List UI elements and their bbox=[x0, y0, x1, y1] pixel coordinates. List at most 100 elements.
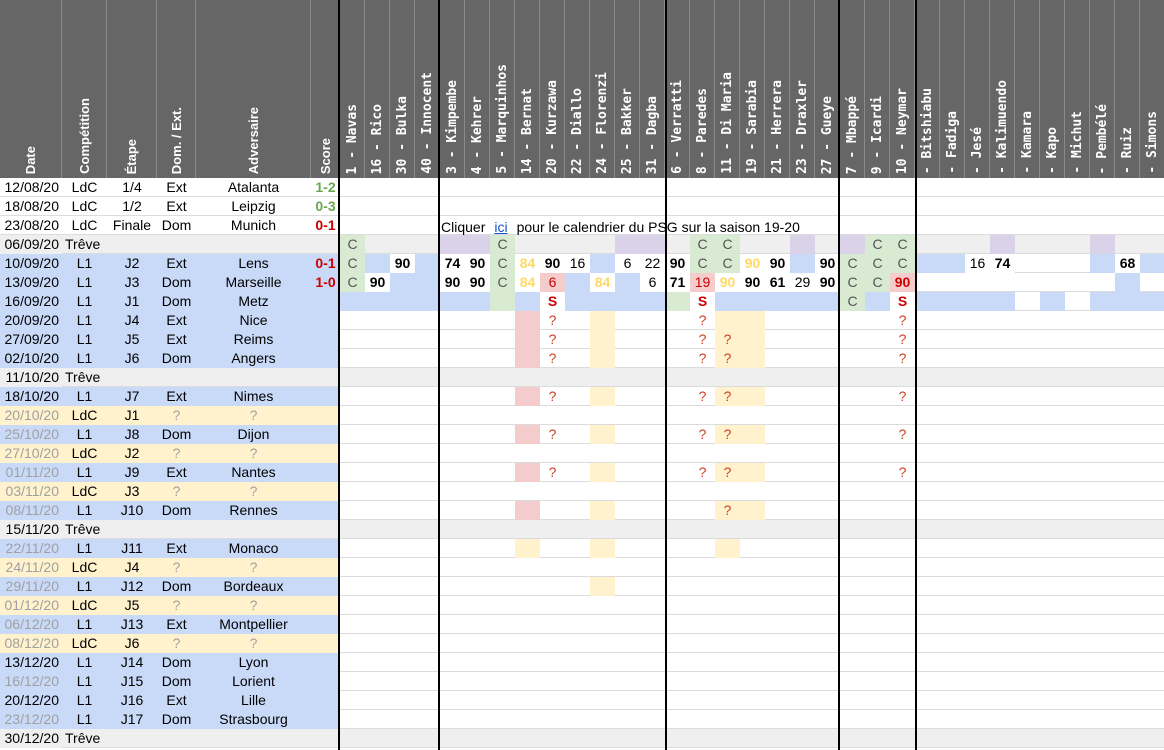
match-score-cell[interactable]: 1-0 bbox=[311, 273, 340, 292]
match-comp-cell[interactable]: L1 bbox=[62, 254, 107, 273]
player-match-cell[interactable] bbox=[990, 292, 1015, 311]
match-date-cell[interactable]: 23/12/20 bbox=[0, 710, 62, 729]
match-stage-cell[interactable]: J13 bbox=[107, 615, 157, 634]
match-score-cell[interactable] bbox=[311, 368, 340, 387]
player-match-cell[interactable]: ? bbox=[898, 331, 907, 347]
player-match-cell[interactable]: C bbox=[715, 254, 740, 273]
match-date-cell[interactable]: 23/08/20 bbox=[4, 217, 60, 233]
player-match-cell[interactable]: C bbox=[690, 235, 715, 254]
player-header[interactable]: 1 - Navas bbox=[340, 0, 365, 178]
player-match-cell[interactable] bbox=[715, 292, 740, 311]
player-match-cell[interactable] bbox=[815, 292, 840, 311]
table-row[interactable] bbox=[0, 520, 1164, 539]
player-match-cell[interactable] bbox=[515, 292, 540, 311]
match-comp-cell[interactable]: LdC bbox=[71, 179, 98, 195]
match-venue-cell[interactable]: Dom bbox=[157, 501, 196, 520]
match-comp-cell[interactable]: LdC bbox=[71, 198, 98, 214]
match-venue-cell[interactable]: Dom bbox=[157, 653, 196, 672]
player-match-cell[interactable]: ? bbox=[898, 426, 907, 442]
player-match-cell[interactable]: ? bbox=[698, 350, 707, 366]
match-opponent-cell[interactable]: ? bbox=[196, 634, 311, 653]
player-header[interactable]: - Jesé bbox=[965, 0, 990, 178]
player-match-cell[interactable]: ? bbox=[548, 331, 557, 347]
match-score-cell[interactable] bbox=[311, 425, 340, 444]
match-stage-cell[interactable]: J2 bbox=[107, 444, 157, 463]
match-score-cell[interactable]: 0-3 bbox=[315, 198, 336, 214]
player-match-cell[interactable]: ? bbox=[715, 425, 740, 444]
player-header[interactable]: - Ruiz bbox=[1115, 0, 1140, 178]
match-stage-cell[interactable]: J17 bbox=[107, 710, 157, 729]
match-date-cell[interactable]: 22/11/20 bbox=[0, 539, 62, 558]
match-venue-cell[interactable]: ? bbox=[157, 482, 196, 501]
player-match-cell[interactable]: S bbox=[890, 292, 915, 311]
player-match-cell[interactable]: 90 bbox=[465, 254, 490, 273]
player-match-cell[interactable]: C bbox=[490, 254, 515, 273]
player-header[interactable]: 5 - Marquinhos bbox=[490, 0, 515, 178]
player-match-cell[interactable] bbox=[740, 292, 765, 311]
match-comp-cell[interactable]: LdC bbox=[62, 406, 107, 425]
match-venue-cell[interactable]: Dom bbox=[157, 577, 196, 596]
match-date-cell[interactable]: 25/10/20 bbox=[0, 425, 62, 444]
player-header[interactable]: - Michut bbox=[1065, 0, 1090, 178]
match-venue-cell[interactable]: Ext bbox=[157, 254, 196, 273]
player-match-cell[interactable]: ? bbox=[898, 388, 907, 404]
match-opponent-cell[interactable]: ? bbox=[196, 406, 311, 425]
match-date-cell[interactable]: 01/11/20 bbox=[0, 463, 62, 482]
match-score-cell[interactable] bbox=[311, 520, 340, 539]
player-match-cell[interactable] bbox=[440, 235, 465, 254]
player-match-cell[interactable] bbox=[415, 292, 440, 311]
player-match-cell[interactable] bbox=[515, 311, 540, 330]
column-header-2[interactable]: Étape bbox=[107, 0, 157, 178]
player-match-cell[interactable]: C bbox=[690, 254, 715, 273]
match-stage-cell[interactable]: 1/2 bbox=[122, 198, 142, 214]
player-header[interactable]: 21 - Herrera bbox=[765, 0, 790, 178]
player-match-cell[interactable]: C bbox=[840, 273, 865, 292]
match-opponent-cell[interactable]: Angers bbox=[196, 349, 311, 368]
player-match-cell[interactable] bbox=[615, 235, 640, 254]
player-header[interactable]: 14 - Bernat bbox=[515, 0, 540, 178]
match-date-cell[interactable]: 27/09/20 bbox=[0, 330, 62, 349]
player-match-cell[interactable] bbox=[740, 425, 765, 444]
match-opponent-cell[interactable] bbox=[196, 235, 311, 254]
table-row[interactable] bbox=[0, 368, 1164, 387]
match-score-cell[interactable] bbox=[311, 539, 340, 558]
match-comp-cell[interactable]: L1 bbox=[62, 615, 107, 634]
player-match-cell[interactable]: S bbox=[540, 292, 565, 311]
player-match-cell[interactable] bbox=[565, 273, 590, 292]
match-comp-cell[interactable]: LdC bbox=[62, 596, 107, 615]
match-date-cell[interactable]: 02/10/20 bbox=[0, 349, 62, 368]
player-match-cell[interactable] bbox=[415, 254, 440, 273]
player-match-cell[interactable]: 22 bbox=[640, 254, 665, 273]
match-opponent-cell[interactable]: Marseille bbox=[196, 273, 311, 292]
match-venue-cell[interactable]: Ext bbox=[166, 198, 187, 214]
match-score-cell[interactable] bbox=[311, 501, 340, 520]
column-header-0[interactable]: Date bbox=[0, 0, 62, 178]
player-match-cell[interactable] bbox=[965, 292, 990, 311]
match-comp-cell[interactable]: L1 bbox=[62, 425, 107, 444]
match-venue-cell[interactable] bbox=[157, 368, 196, 387]
match-stage-cell[interactable]: J5 bbox=[107, 330, 157, 349]
player-match-cell[interactable] bbox=[1115, 292, 1140, 311]
player-match-cell[interactable]: C bbox=[890, 235, 915, 254]
player-match-cell[interactable] bbox=[740, 501, 765, 520]
player-match-cell[interactable]: 6 bbox=[615, 254, 640, 273]
match-venue-cell[interactable]: Dom bbox=[157, 425, 196, 444]
player-match-cell[interactable] bbox=[990, 235, 1015, 254]
match-comp-cell[interactable]: Trêve bbox=[65, 369, 101, 385]
player-header[interactable]: 11 - Di Maria bbox=[715, 0, 740, 178]
match-stage-cell[interactable] bbox=[107, 520, 157, 539]
player-match-cell[interactable]: 90 bbox=[465, 273, 490, 292]
player-match-cell[interactable] bbox=[515, 349, 540, 368]
player-header[interactable]: 4 - Kehrer bbox=[465, 0, 490, 178]
match-score-cell[interactable] bbox=[311, 691, 340, 710]
player-match-cell[interactable]: ? bbox=[698, 426, 707, 442]
player-header[interactable]: 22 - Diallo bbox=[565, 0, 590, 178]
match-date-cell[interactable]: 29/11/20 bbox=[0, 577, 62, 596]
player-match-cell[interactable] bbox=[640, 292, 665, 311]
player-match-cell[interactable] bbox=[415, 273, 440, 292]
player-match-cell[interactable] bbox=[590, 425, 615, 444]
match-stage-cell[interactable]: J7 bbox=[107, 387, 157, 406]
match-opponent-cell[interactable]: ? bbox=[196, 596, 311, 615]
player-match-cell[interactable]: ? bbox=[698, 388, 707, 404]
match-venue-cell[interactable]: ? bbox=[157, 596, 196, 615]
